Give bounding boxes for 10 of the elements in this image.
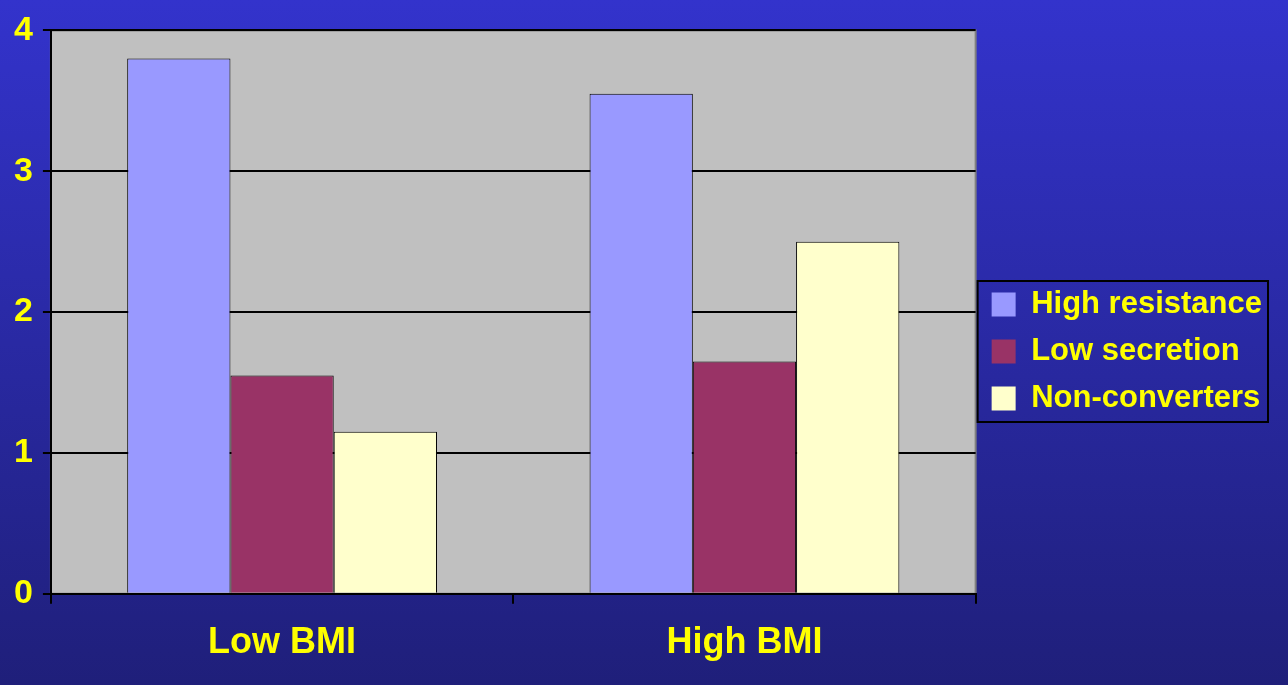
- y-tick-label: 0: [13, 572, 33, 611]
- legend-label: Non-converters: [1031, 379, 1261, 415]
- legend-label: Low secretion: [1031, 332, 1240, 368]
- x-tick-label: High BMI: [666, 620, 823, 662]
- y-tick-label: 4: [13, 8, 33, 47]
- y-tick-label: 2: [13, 290, 33, 329]
- legend-label: High resistance: [1031, 285, 1263, 321]
- y-tick-label: 3: [13, 149, 33, 188]
- y-tick-label: 1: [13, 431, 33, 470]
- x-tick-label: Low BMI: [208, 620, 357, 662]
